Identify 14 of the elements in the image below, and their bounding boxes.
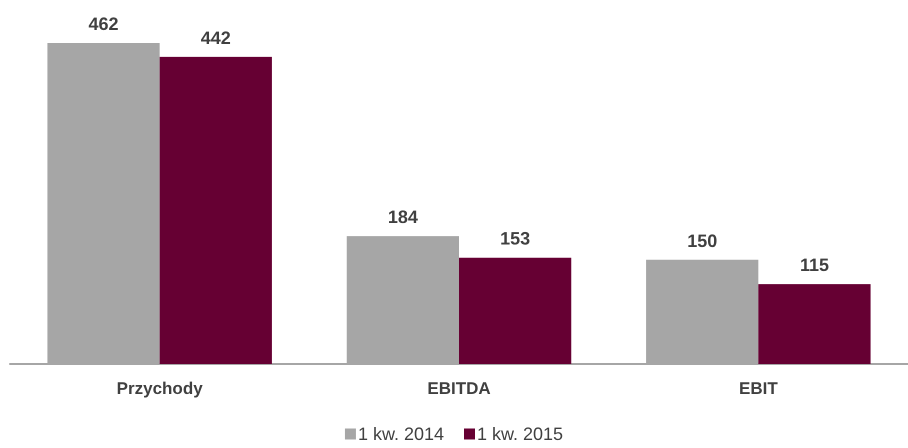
- bar: [459, 258, 572, 364]
- x-tick-label: EBITDA: [427, 379, 491, 398]
- data-label: 153: [500, 228, 530, 249]
- x-tick-label: Przychody: [116, 379, 204, 398]
- data-label: 442: [200, 28, 231, 48]
- legend-label: 1 kw. 2014: [358, 424, 444, 444]
- data-label: 150: [687, 230, 718, 251]
- bar: [758, 284, 871, 364]
- bar: [160, 56, 272, 364]
- data-label: 462: [88, 14, 119, 34]
- legend-label: 1 kw. 2015: [477, 424, 564, 444]
- data-label: 184: [388, 207, 418, 228]
- x-tick-label: EBIT: [738, 379, 778, 398]
- data-label: 115: [800, 255, 829, 276]
